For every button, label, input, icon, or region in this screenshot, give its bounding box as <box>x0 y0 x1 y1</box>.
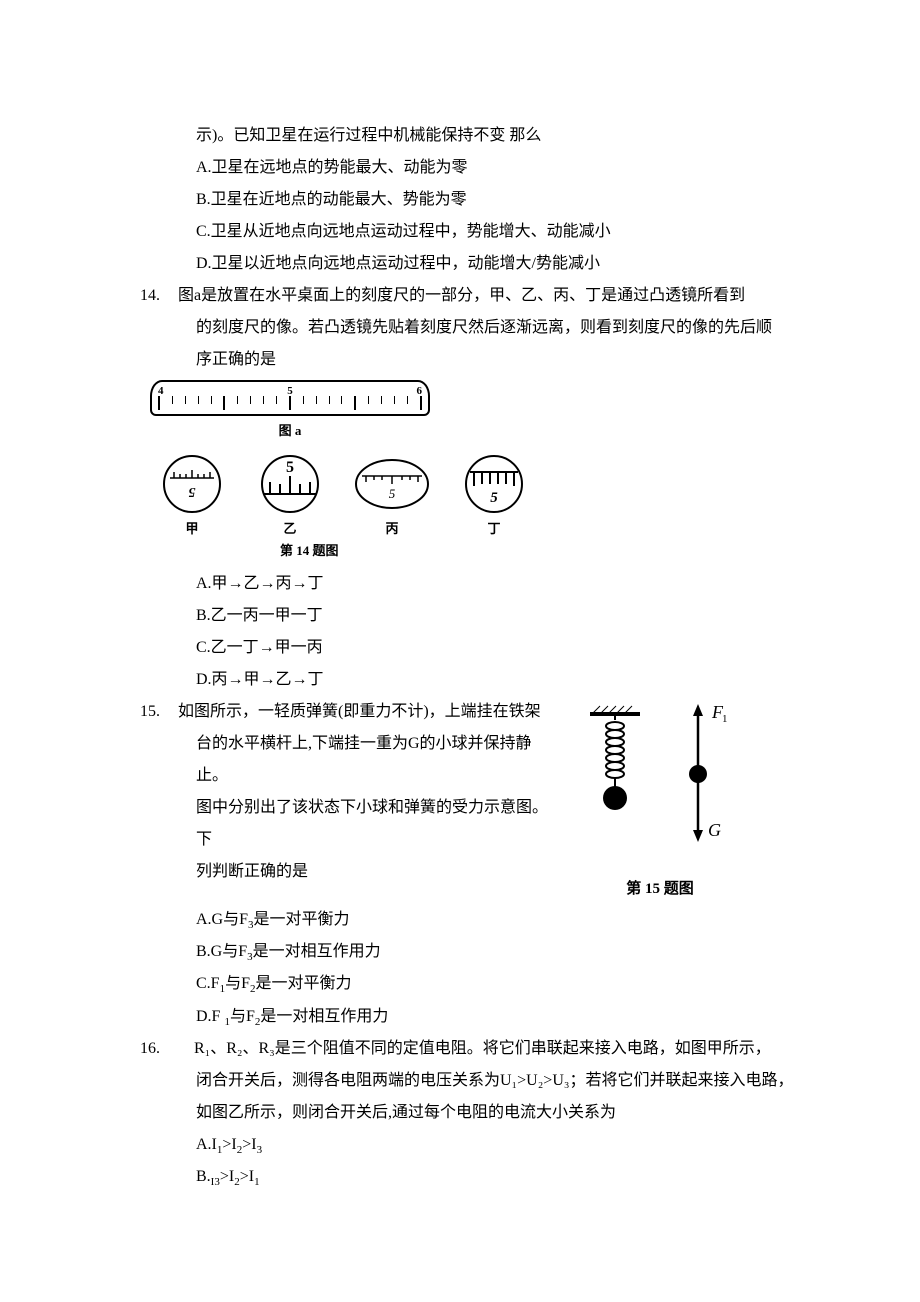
q14-option-d: D.丙→甲→乙→丁 <box>140 664 920 696</box>
q15-stem-line1: 15.如图所示，一轻质弹簧(即重力不计)，上端挂在铁架 <box>140 696 560 728</box>
q16-stem-line2: 闭合开关后，测得各电阻两端的电压关系为U₁>U₂>U₃；若将它们并联起来接入电路… <box>140 1065 920 1097</box>
q14-option-a: A.甲→乙→丙→丁 <box>140 568 920 600</box>
q14-option-c: C.乙一丁→甲一丙 <box>140 632 920 664</box>
lens-row: 5 甲 5 乙 <box>156 454 920 542</box>
q16-spacer <box>178 1040 194 1057</box>
q15-number: 15. <box>140 696 178 728</box>
q16-option-b: B.I3>I2>I1 <box>140 1161 920 1193</box>
q15-stem-line4: 列判断正确的是 <box>140 856 560 888</box>
q13-option-d: D.卫星以近地点向远地点运动过程中，动能增大/势能减小 <box>140 248 920 280</box>
svg-text:G: G <box>708 820 721 840</box>
ruler-caption: 图 a <box>150 418 430 444</box>
lens-jia: 5 甲 <box>156 454 228 542</box>
q13-option-b: B.卫星在近地点的动能最大、势能为零 <box>140 184 920 216</box>
q14-number: 14. <box>140 280 178 312</box>
svg-text:5: 5 <box>490 490 498 506</box>
lens-yi: 5 乙 <box>254 454 326 542</box>
q14-stem-text1: 图a是放置在水平桌面上的刻度尺的一部分，甲、乙、丙、丁是通过凸透镜所看到 <box>178 287 745 304</box>
svg-text:1: 1 <box>722 713 728 725</box>
svg-text:5: 5 <box>389 486 396 501</box>
q15-option-c: C.F1与F2是一对平衡力 <box>140 968 920 1000</box>
q15-figure: F 1 G 第 15 题图 <box>570 696 750 904</box>
lens-ding: 5 丁 <box>458 454 530 542</box>
q15-option-d: D.F 1与F2是一对相互作用力 <box>140 1001 920 1033</box>
lens-jia-label: 甲 <box>156 516 228 542</box>
svg-text:5: 5 <box>286 459 294 476</box>
q13-option-a: A.卫星在远地点的势能最大、动能为零 <box>140 152 920 184</box>
q15-stem-line3: 图中分别出了该状态下小球和弹簧的受力示意图。下 <box>140 792 560 856</box>
q16-stem-text1: R₁、R₂、R₃是三个阻值不同的定值电阻。将它们串联起来接入电路，如图甲所示， <box>194 1040 771 1057</box>
q16-stem-line3: 如图乙所示，则闭合开关后,通过每个电阻的电流大小关系为 <box>140 1097 920 1129</box>
q14-option-b: B.乙一丙一甲一丁 <box>140 600 920 632</box>
q15-figure-caption: 第 15 题图 <box>570 874 750 904</box>
lens-ding-label: 丁 <box>458 516 530 542</box>
q14-figure: 4 5 6 图 a <box>150 380 920 564</box>
ruler-ticks <box>158 396 422 412</box>
q16-stem-line1: 16. R₁、R₂、R₃是三个阻值不同的定值电阻。将它们串联起来接入电路，如图甲… <box>140 1033 920 1065</box>
lens-bing: 5 丙 <box>352 454 432 542</box>
q14-stem-line1: 14.图a是放置在水平桌面上的刻度尺的一部分，甲、乙、丙、丁是通过凸透镜所看到 <box>140 280 920 312</box>
q15-option-b: B.G与F3是一对相互作用力 <box>140 936 920 968</box>
q13-continuation: 示)。已知卫星在运行过程中机械能保持不变 那么 <box>140 120 920 152</box>
ruler-wrapper: 4 5 6 图 a <box>150 380 430 444</box>
ruler-icon: 4 5 6 <box>150 380 430 416</box>
q13-option-c: C.卫星从近地点向远地点运动过程中，势能增大、动能减小 <box>140 216 920 248</box>
q14-stem-line3: 序正确的是 <box>140 344 920 376</box>
q15-option-a: A.G与F3是一对平衡力 <box>140 904 920 936</box>
svg-text:5: 5 <box>189 484 196 499</box>
q15-block: 15.如图所示，一轻质弹簧(即重力不计)，上端挂在铁架 台的水平横杆上,下端挂一… <box>140 696 920 904</box>
lens-bing-label: 丙 <box>352 516 432 542</box>
q14-stem-line2: 的刻度尺的像。若凸透镜先贴着刻度尺然后逐渐远离，则看到刻度尺的像的先后顺 <box>140 312 920 344</box>
q15-stem-line2: 台的水平横杆上,下端挂一重为G的小球并保持静止。 <box>140 728 560 792</box>
q16-option-a: A.I1>I2>I3 <box>140 1129 920 1161</box>
q16-number: 16. <box>140 1033 178 1065</box>
q15-stem-text1: 如图所示，一轻质弹簧(即重力不计)，上端挂在铁架 <box>178 703 541 720</box>
